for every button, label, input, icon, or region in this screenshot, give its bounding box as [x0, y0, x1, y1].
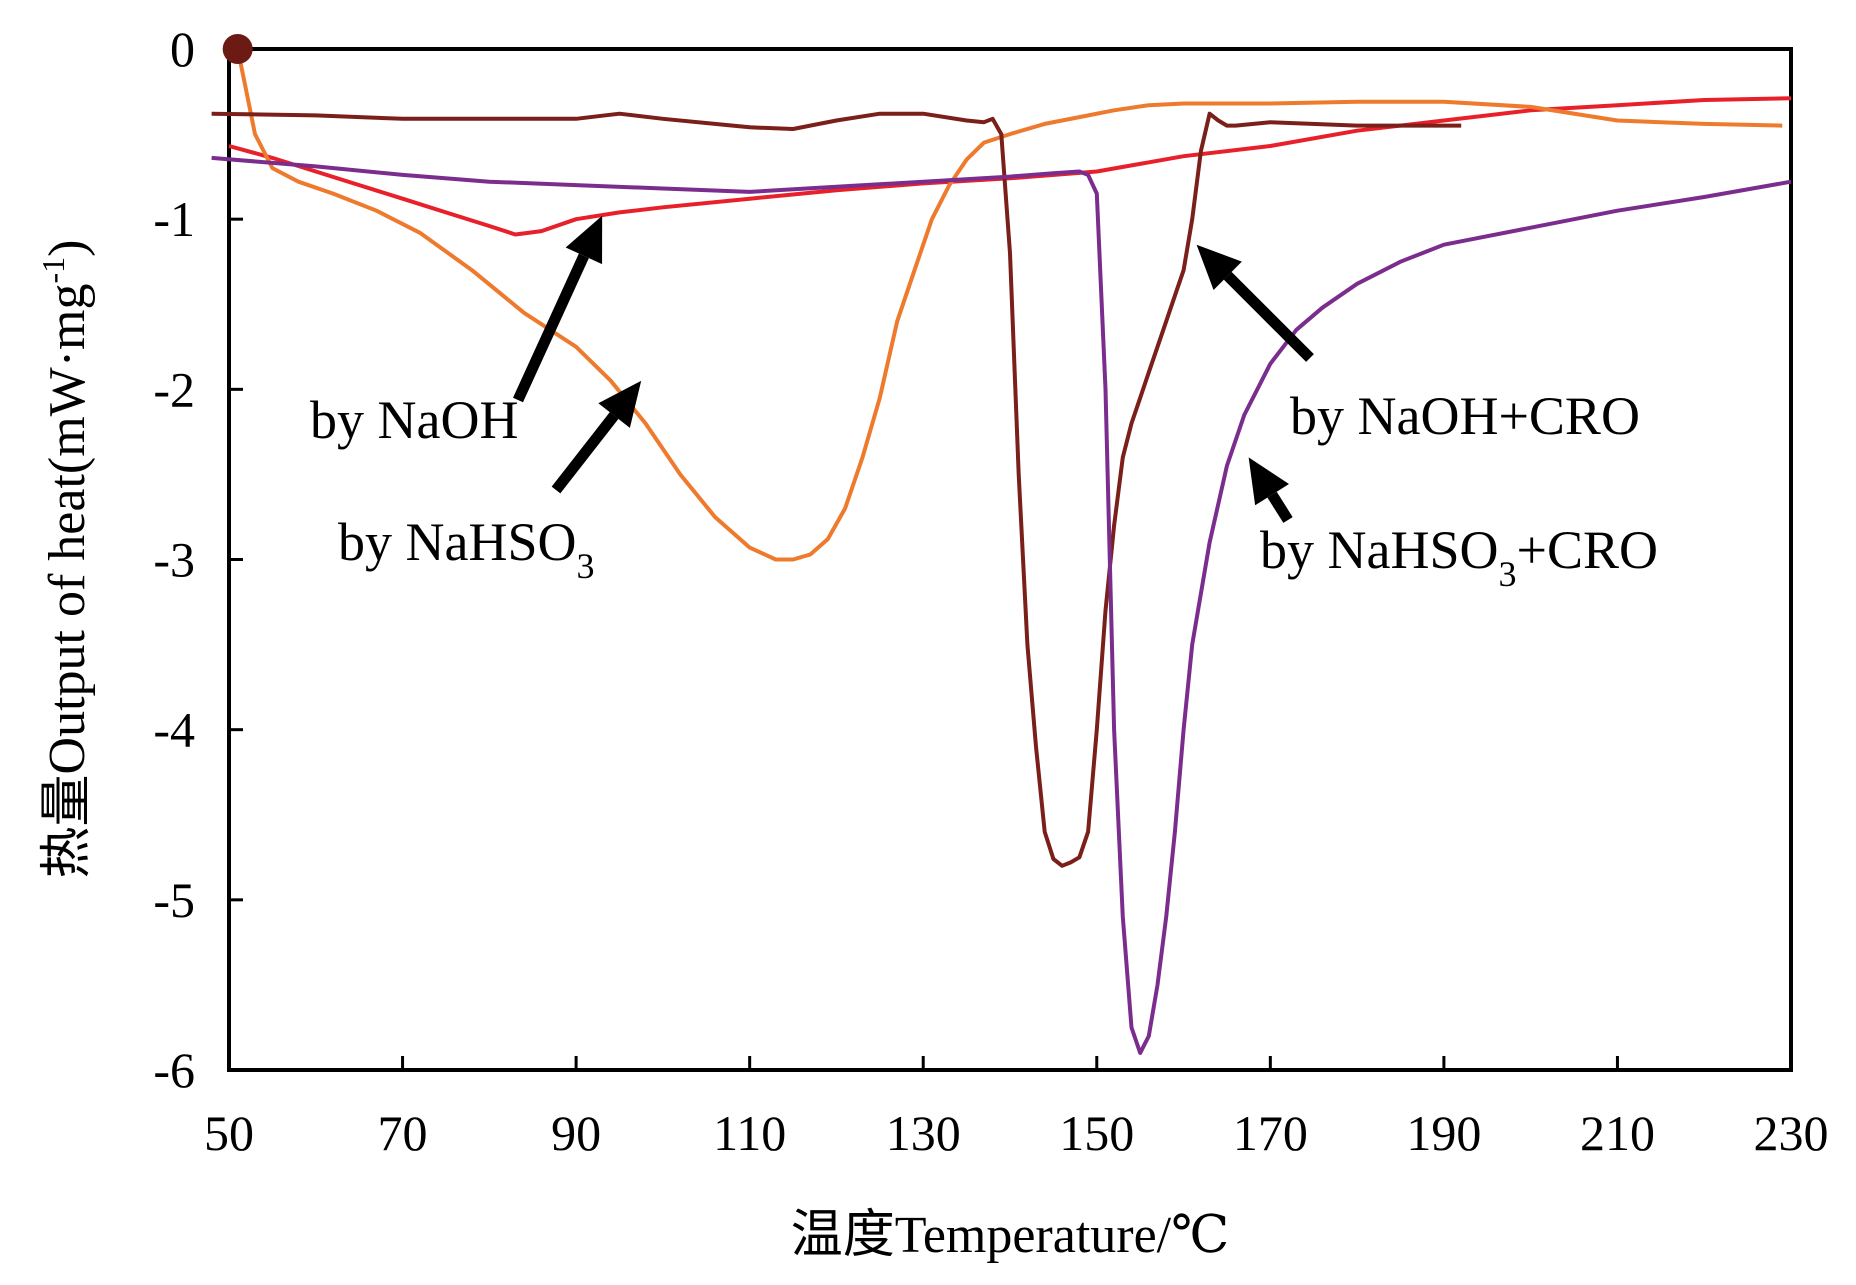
y-tick-label: -4	[153, 702, 195, 758]
y-tick-label: -6	[153, 1042, 195, 1098]
x-tick-label: 70	[378, 1105, 428, 1161]
x-tick-label: 50	[204, 1105, 254, 1161]
y-axis-title: 热量Output of heat(mW·mg-1)	[35, 240, 96, 879]
x-tick-label: 150	[1059, 1105, 1134, 1161]
y-tick-label: -2	[153, 361, 195, 417]
series-line-by-naoh-cro	[211, 111, 1462, 868]
label-by-nahso3-sub: 3	[577, 546, 595, 586]
y-axis-title-close: )	[39, 240, 96, 257]
y-axis-ticks: 0 -1 -2 -3 -4 -5 -6	[153, 21, 243, 1098]
x-tick-label: 230	[1754, 1105, 1829, 1161]
x-tick-label: 170	[1233, 1105, 1308, 1161]
x-axis-title: 温度Temperature/℃	[791, 1207, 1230, 1264]
y-axis-title-sup: -1	[35, 257, 71, 284]
arrow-by-naoh-head	[565, 215, 603, 265]
x-axis-ticks: 50 70 90 110 130 150 170 190 210 230	[204, 1056, 1829, 1161]
label-by-nahso3: by NaHSO3	[338, 512, 595, 586]
arrow-by-naoh-cro-shaft	[1223, 271, 1314, 362]
arrow-by-nahso3-cro-shaft	[1267, 491, 1293, 523]
series-layer	[211, 48, 1792, 1055]
label-by-nahso3-cro-suffix: +CRO	[1517, 520, 1659, 580]
start-point-marker	[222, 34, 253, 64]
label-by-nahso3-cro-sub: 3	[1499, 554, 1517, 594]
x-tick-label: 210	[1580, 1105, 1655, 1161]
label-by-naoh: by NaOH	[310, 390, 518, 450]
arrow-by-nahso3-cro-head	[1248, 457, 1289, 506]
label-by-nahso3-cro-main: by NaHSO	[1260, 520, 1499, 580]
x-tick-label: 130	[886, 1105, 961, 1161]
arrow-by-naoh-shaft	[512, 253, 589, 403]
y-tick-label: -1	[153, 191, 195, 247]
y-tick-label: 0	[170, 21, 195, 77]
annotation-arrows	[512, 215, 1314, 523]
arrow-by-naoh-cro-head	[1196, 244, 1242, 290]
y-tick-label: -5	[153, 872, 195, 928]
y-tick-label: -3	[153, 532, 195, 588]
label-by-naoh-cro: by NaOH+CRO	[1290, 386, 1640, 446]
arrow-by-nahso3-shaft	[551, 412, 619, 494]
series-line-by-nahso3	[235, 48, 1783, 562]
x-tick-label: 190	[1406, 1105, 1481, 1161]
x-tick-label: 110	[713, 1105, 786, 1161]
y-axis-title-main: 热量Output of heat(mW·mg	[39, 284, 96, 879]
series-line-by-naoh	[228, 96, 1792, 237]
arrow-by-nahso3-head	[598, 380, 642, 428]
label-by-nahso3-main: by NaHSO	[338, 512, 577, 572]
label-by-nahso3-cro: by NaHSO3+CRO	[1260, 520, 1658, 594]
x-tick-label: 90	[551, 1105, 601, 1161]
series-line-by-nahso3-cro	[211, 155, 1792, 1055]
